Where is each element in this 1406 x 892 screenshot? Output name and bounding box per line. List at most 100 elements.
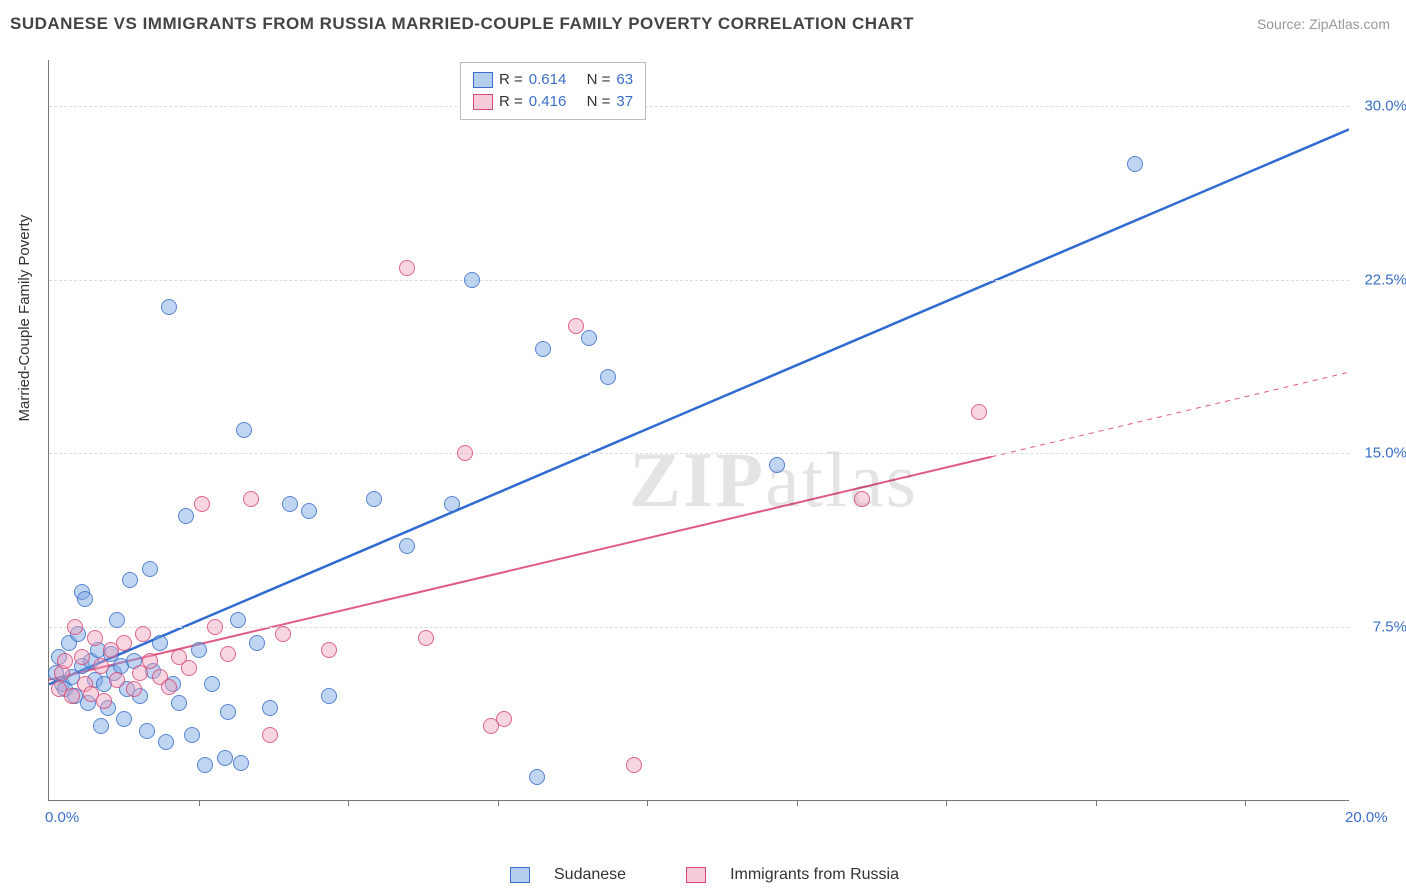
data-point-A [93,718,109,734]
x-tick [1245,800,1246,806]
y-tick-label: 15.0% [1364,445,1406,462]
data-point-A [282,496,298,512]
data-point-A [249,635,265,651]
data-point-B [87,630,103,646]
data-point-A [366,491,382,507]
data-point-B [243,491,259,507]
data-point-A [197,757,213,773]
x-tick-label: 20.0% [1345,809,1388,826]
r-prefix: R = [499,69,523,91]
data-point-A [236,422,252,438]
y-axis-label: Married-Couple Family Poverty [16,215,33,422]
data-point-B [161,679,177,695]
data-point-B [321,642,337,658]
data-point-B [399,260,415,276]
x-tick [199,800,200,806]
data-point-A [178,508,194,524]
data-point-B [126,681,142,697]
data-point-B [457,445,473,461]
r-value-b: 0.416 [529,91,567,113]
data-point-A [158,734,174,750]
source-attribution: Source: ZipAtlas.com [1257,16,1390,32]
data-point-B [93,658,109,674]
series-legend: Sudanese Immigrants from Russia [510,866,899,884]
data-point-A [116,711,132,727]
swatch-series-b [473,94,493,110]
data-point-B [220,646,236,662]
data-point-A [399,538,415,554]
x-tick [797,800,798,806]
swatch-series-a [473,72,493,88]
gridline [49,106,1349,107]
data-point-B [64,688,80,704]
data-point-B [568,318,584,334]
watermark: ZIPatlas [629,435,918,525]
data-point-B [496,711,512,727]
data-point-B [57,653,73,669]
data-point-A [535,341,551,357]
data-point-A [171,695,187,711]
swatch-series-b [686,867,706,883]
data-point-A [321,688,337,704]
data-point-A [230,612,246,628]
data-point-A [769,457,785,473]
data-point-B [626,757,642,773]
trend-line-A [49,129,1349,684]
data-point-B [971,404,987,420]
data-point-A [464,272,480,288]
data-point-A [77,591,93,607]
data-point-A [1127,156,1143,172]
gridline [49,627,1349,628]
x-tick-label: 0.0% [45,809,79,826]
scatter-plot-area: ZIPatlas 7.5%15.0%22.5%30.0%0.0%20.0% [48,60,1349,801]
y-tick-label: 7.5% [1373,618,1406,635]
data-point-A [152,635,168,651]
data-point-B [116,635,132,651]
data-point-A [301,503,317,519]
data-point-B [418,630,434,646]
data-point-A [217,750,233,766]
data-point-A [444,496,460,512]
source-name: ZipAtlas.com [1309,16,1390,32]
data-point-B [275,626,291,642]
data-point-B [854,491,870,507]
n-value-b: 37 [616,91,633,113]
r-value-a: 0.614 [529,69,567,91]
n-value-a: 63 [616,69,633,91]
legend-row-series-b: R = 0.416 N = 37 [473,91,633,113]
data-point-A [184,727,200,743]
gridline [49,453,1349,454]
data-point-A [161,299,177,315]
x-tick [348,800,349,806]
data-point-B [142,653,158,669]
x-tick [498,800,499,806]
series-b-label: Immigrants from Russia [730,866,899,884]
legend-row-series-a: R = 0.614 N = 63 [473,69,633,91]
data-point-B [96,693,112,709]
series-a-label: Sudanese [554,866,626,884]
data-point-A [529,769,545,785]
n-prefix: N = [587,69,611,91]
n-prefix: N = [587,91,611,113]
chart-title: SUDANESE VS IMMIGRANTS FROM RUSSIA MARRI… [10,14,914,34]
data-point-B [262,727,278,743]
data-point-A [191,642,207,658]
data-point-B [67,619,83,635]
swatch-series-a [510,867,530,883]
trend-line-B-extrapolated [992,372,1350,457]
y-tick-label: 30.0% [1364,98,1406,115]
data-point-A [233,755,249,771]
data-point-B [207,619,223,635]
data-point-A [204,676,220,692]
x-tick [1096,800,1097,806]
r-prefix: R = [499,91,523,113]
data-point-B [74,649,90,665]
data-point-A [142,561,158,577]
data-point-A [581,330,597,346]
data-point-B [194,496,210,512]
data-point-A [262,700,278,716]
x-tick [946,800,947,806]
data-point-A [109,612,125,628]
x-tick [647,800,648,806]
data-point-B [109,672,125,688]
